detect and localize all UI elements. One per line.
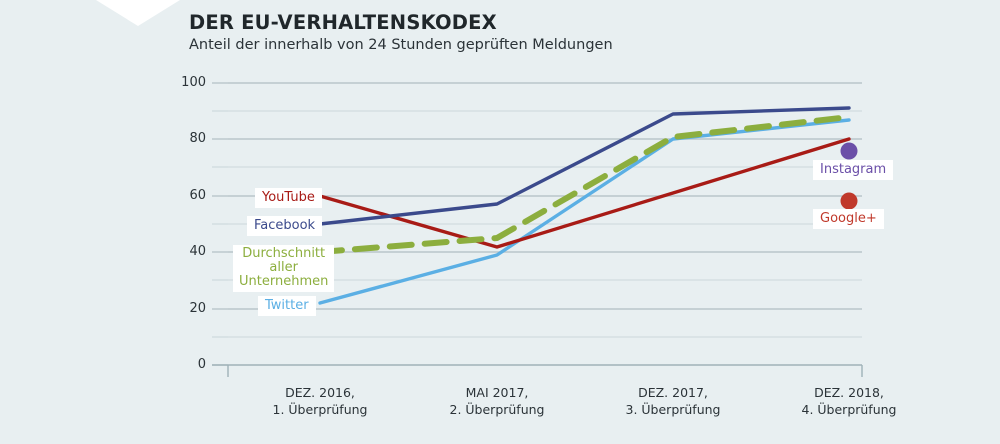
series-line-twitter bbox=[318, 118, 851, 305]
series-line-youtube bbox=[318, 137, 851, 249]
series-label-youtube: YouTube bbox=[255, 188, 322, 208]
x-tick-3-line2: 4. Überprüfung bbox=[801, 402, 897, 417]
x-tick-0-line2: 1. Überprüfung bbox=[272, 402, 368, 417]
series-line-average bbox=[317, 114, 852, 255]
series-label-googleplus: Google+ bbox=[813, 209, 884, 229]
gridlines bbox=[212, 82, 862, 366]
x-tick-1-line2: 2. Überprüfung bbox=[449, 402, 545, 417]
x-tick-2-line2: 3. Überprüfung bbox=[625, 402, 721, 417]
series-line-facebook bbox=[318, 106, 851, 226]
series-label-instagram: Instagram bbox=[813, 160, 894, 180]
y-tick-60: 60 bbox=[189, 188, 206, 203]
data-point-googleplus bbox=[840, 192, 858, 210]
page-title: DER EU-VERHALTENSKODEX bbox=[189, 11, 497, 34]
y-tick-100: 100 bbox=[181, 75, 206, 90]
series-label-average-line1: Durchschnitt bbox=[242, 246, 326, 261]
y-tick-0: 0 bbox=[197, 357, 206, 372]
decorative-notch-icon bbox=[96, 0, 180, 26]
page-subtitle: Anteil der innerhalb von 24 Stunden gepr… bbox=[189, 37, 613, 53]
series-label-average: Durchschnitt aller Unternehmen bbox=[233, 245, 335, 292]
data-point-instagram bbox=[840, 142, 858, 160]
x-tick-0-line1: DEZ. 2016, bbox=[285, 385, 355, 400]
x-tick-0: DEZ. 2016, 1. Überprüfung bbox=[245, 384, 395, 418]
x-tick-2-line1: DEZ. 2017, bbox=[638, 385, 708, 400]
series-label-average-line2: aller bbox=[269, 260, 298, 275]
series-label-average-line3: Unternehmen bbox=[239, 274, 329, 289]
x-tick-3-line1: DEZ. 2018, bbox=[814, 385, 884, 400]
y-tick-40: 40 bbox=[189, 244, 206, 259]
x-tick-1-line1: MAI 2017, bbox=[465, 385, 529, 400]
x-axis-vertical-guides bbox=[227, 365, 863, 377]
y-tick-20: 20 bbox=[189, 301, 206, 316]
x-tick-3: DEZ. 2018, 4. Überprüfung bbox=[774, 384, 924, 418]
x-tick-1: MAI 2017, 2. Überprüfung bbox=[422, 384, 572, 418]
x-tick-2: DEZ. 2017, 3. Überprüfung bbox=[598, 384, 748, 418]
series-label-twitter: Twitter bbox=[258, 296, 316, 316]
series-label-facebook: Facebook bbox=[247, 216, 323, 236]
y-tick-80: 80 bbox=[189, 131, 206, 146]
